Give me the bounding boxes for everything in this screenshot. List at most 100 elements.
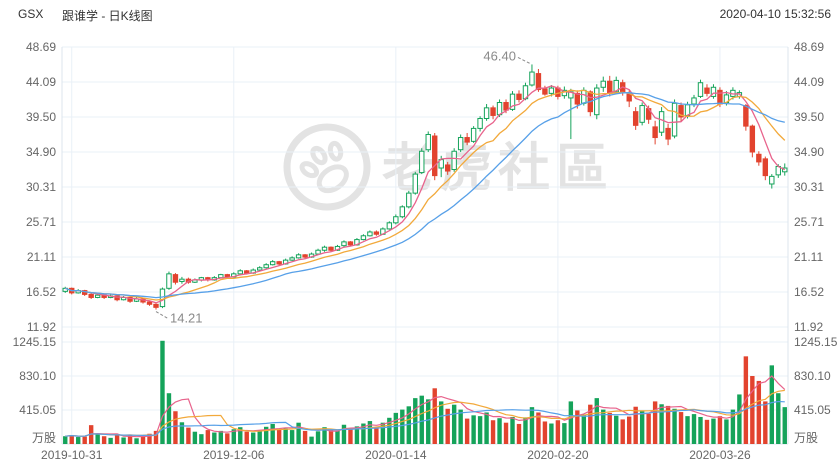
volume-bar[interactable]	[153, 430, 159, 444]
candle[interactable]	[425, 133, 431, 151]
volume-bar[interactable]	[218, 430, 224, 444]
volume-bar[interactable]	[289, 430, 295, 444]
candle[interactable]	[451, 150, 457, 171]
candle[interactable]	[691, 97, 697, 105]
candle[interactable]	[328, 246, 334, 251]
volume-bar[interactable]	[717, 416, 723, 444]
candle[interactable]	[315, 249, 321, 255]
volume-bar[interactable]	[626, 416, 632, 444]
candle[interactable]	[341, 241, 347, 247]
volume-bar[interactable]	[776, 393, 781, 444]
volume-bar[interactable]	[380, 422, 386, 444]
volume-bar[interactable]	[691, 414, 697, 444]
candle[interactable]	[302, 254, 308, 258]
volume-bar[interactable]	[678, 412, 684, 444]
candle[interactable]	[749, 125, 756, 153]
volume-bar[interactable]	[639, 410, 645, 444]
volume-bar[interactable]	[575, 410, 580, 444]
volume-bar[interactable]	[179, 422, 185, 444]
candle[interactable]	[88, 293, 94, 298]
candle[interactable]	[652, 126, 658, 139]
volume-bar[interactable]	[205, 430, 211, 444]
volume-bar[interactable]	[477, 416, 483, 444]
candle[interactable]	[516, 93, 522, 100]
candle[interactable]	[172, 274, 179, 283]
volume-bar[interactable]	[652, 401, 658, 444]
candle[interactable]	[360, 235, 367, 241]
volume-bar[interactable]	[134, 438, 139, 444]
volume-bar[interactable]	[354, 426, 360, 444]
candle[interactable]	[159, 288, 166, 308]
candle[interactable]	[444, 164, 451, 172]
volume-bar[interactable]	[490, 420, 496, 444]
volume-bar[interactable]	[581, 414, 587, 444]
candle[interactable]	[412, 173, 418, 194]
candle[interactable]	[600, 80, 606, 88]
volume-bar[interactable]	[238, 427, 243, 444]
candle[interactable]	[94, 294, 101, 298]
volume-bar[interactable]	[367, 421, 373, 444]
volume-bar[interactable]	[302, 430, 308, 444]
candle[interactable]	[218, 274, 224, 279]
candle[interactable]	[237, 270, 243, 275]
candle[interactable]	[639, 105, 645, 123]
candle[interactable]	[743, 105, 749, 127]
volume-bar[interactable]	[439, 401, 444, 444]
volume-bar[interactable]	[276, 429, 282, 444]
volume-bar[interactable]	[782, 407, 787, 444]
volume-bar[interactable]	[698, 416, 703, 444]
volume-bar[interactable]	[704, 419, 710, 444]
candle[interactable]	[406, 192, 412, 208]
volume-bar[interactable]	[536, 412, 541, 444]
volume-bar[interactable]	[231, 429, 236, 444]
volume-bar[interactable]	[484, 412, 489, 444]
candle[interactable]	[419, 150, 425, 174]
candle[interactable]	[295, 254, 302, 259]
volume-bar[interactable]	[607, 412, 612, 444]
volume-bar[interactable]	[665, 405, 671, 444]
volume-bar[interactable]	[147, 433, 152, 444]
volume-bar[interactable]	[503, 422, 509, 444]
volume-bar[interactable]	[685, 416, 690, 444]
volume-bar[interactable]	[672, 408, 677, 444]
volume-bar[interactable]	[374, 427, 379, 444]
candle[interactable]	[166, 273, 172, 289]
volume-bar[interactable]	[251, 432, 256, 444]
candle[interactable]	[432, 135, 438, 177]
candle[interactable]	[529, 71, 535, 86]
volume-bar[interactable]	[756, 380, 762, 444]
volume-bar[interactable]	[419, 395, 424, 444]
volume-bar[interactable]	[244, 431, 249, 444]
candle[interactable]	[153, 303, 159, 308]
volume-bar[interactable]	[225, 433, 230, 444]
candle[interactable]	[367, 231, 373, 237]
candle[interactable]	[393, 216, 399, 224]
volume-bar[interactable]	[445, 408, 450, 444]
volume-bar[interactable]	[335, 430, 340, 444]
candle[interactable]	[678, 105, 684, 118]
volume-bar[interactable]	[730, 409, 736, 444]
volume-bar[interactable]	[763, 401, 768, 444]
volume-bar[interactable]	[400, 409, 405, 444]
candle[interactable]	[496, 102, 503, 116]
volume-bar[interactable]	[199, 434, 204, 444]
candle[interactable]	[146, 301, 153, 305]
volume-bar[interactable]	[322, 427, 327, 444]
volume-bar[interactable]	[516, 423, 522, 444]
candle[interactable]	[626, 93, 632, 102]
candle[interactable]	[671, 102, 678, 137]
volume-bar[interactable]	[69, 434, 74, 444]
candle[interactable]	[710, 86, 717, 97]
candle[interactable]	[697, 82, 704, 97]
volume-bar[interactable]	[555, 420, 561, 444]
volume-bar[interactable]	[393, 412, 399, 444]
volume-bar[interactable]	[140, 436, 146, 444]
candle[interactable]	[457, 137, 464, 151]
volume-bar[interactable]	[406, 406, 411, 444]
volume-bar[interactable]	[413, 398, 418, 444]
candle[interactable]	[470, 127, 477, 142]
candle[interactable]	[756, 153, 762, 163]
volume-bar[interactable]	[497, 418, 502, 444]
candle[interactable]	[224, 274, 230, 278]
candle[interactable]	[477, 118, 483, 129]
